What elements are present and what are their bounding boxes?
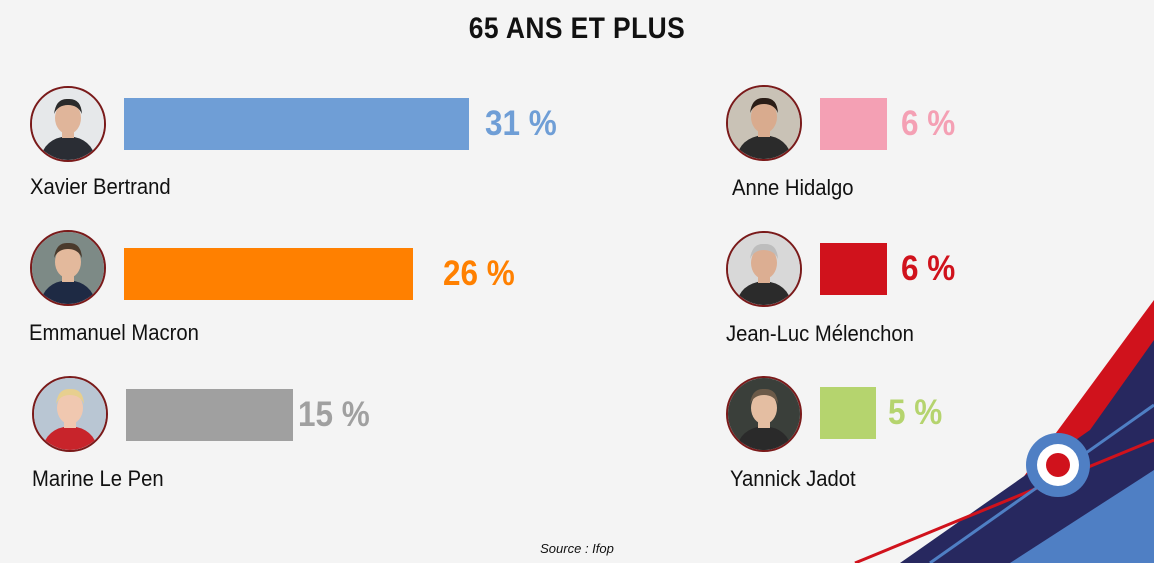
candidate-name-xavier-bertrand: Xavier Bertrand — [30, 174, 171, 199]
portrait-jadot-icon — [726, 376, 802, 452]
chart-title: 65 ANS ET PLUS — [468, 12, 686, 45]
portrait-bertrand-icon — [30, 86, 106, 162]
bar-marine-le-pen — [126, 389, 293, 441]
navy-wedge — [900, 340, 1154, 563]
candidate-name-yannick-jadot: Yannick Jadot — [730, 466, 856, 491]
value-label-xavier-bertrand: 31 % — [485, 104, 557, 143]
bar-anne-hidalgo — [820, 98, 887, 150]
value-label-yannick-jadot: 5 % — [887, 393, 942, 432]
roundel-center — [1046, 453, 1070, 477]
bar-xavier-bertrand — [124, 98, 469, 150]
candidate-name-jean-luc-melenchon: Jean-Luc Mélenchon — [726, 321, 914, 346]
candidate-name-emmanuel-macron: Emmanuel Macron — [29, 320, 199, 345]
portrait-hidalgo-icon — [726, 85, 802, 161]
blue-wedge — [1010, 470, 1154, 563]
red-stripe — [854, 438, 1154, 563]
value-label-emmanuel-macron: 26 % — [443, 254, 516, 293]
portrait-macron-icon — [30, 230, 106, 306]
source-note: Source : Ifop — [540, 541, 614, 556]
candidate-name-marine-le-pen: Marine Le Pen — [32, 466, 164, 491]
bar-emmanuel-macron — [124, 248, 414, 300]
value-label-jean-luc-melenchon: 6 % — [900, 249, 956, 288]
value-label-marine-le-pen: 15 % — [297, 395, 370, 434]
candidate-name-anne-hidalgo: Anne Hidalgo — [732, 175, 854, 200]
portrait-melenchon-icon — [726, 231, 802, 307]
bar-jean-luc-melenchon — [820, 243, 887, 295]
portrait-lepen-icon — [32, 376, 108, 452]
bar-yannick-jadot — [820, 387, 876, 439]
value-label-anne-hidalgo: 6 % — [900, 104, 956, 143]
